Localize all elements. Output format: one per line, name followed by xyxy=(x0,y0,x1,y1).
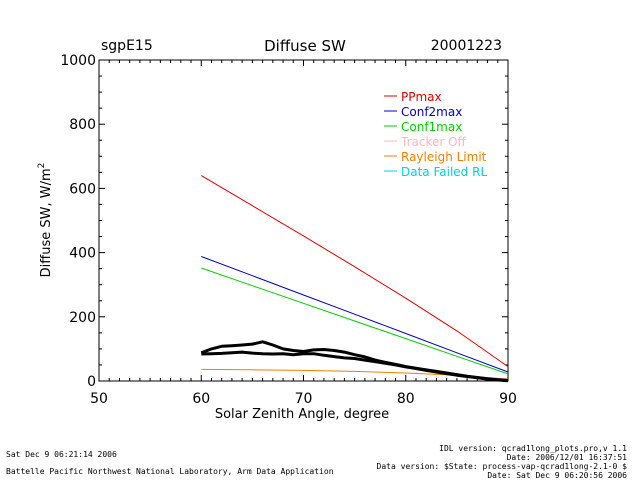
observed-diffuse-line-2 xyxy=(201,350,509,383)
x-tick-label: 50 xyxy=(90,391,108,407)
legend-label-conf2max: Conf2max xyxy=(401,105,462,119)
footer-idl-date: Date: 2006/12/01 16:37:51 xyxy=(506,453,627,462)
axis-ticks: 50 60 70 80 90 0 200 400 600 800 1000 xyxy=(60,53,517,407)
y-tick-label: 600 xyxy=(69,181,96,197)
chart-title: Diffuse SW xyxy=(264,37,346,55)
y-tick-label: 200 xyxy=(69,310,96,326)
series-line-conf1max xyxy=(201,267,509,375)
date-label: 20001223 xyxy=(431,38,502,54)
site-label: sgpE15 xyxy=(101,38,153,54)
x-tick-label: 90 xyxy=(499,391,517,407)
y-tick-label: 400 xyxy=(69,246,96,262)
footer-institution: Battelle Pacific Northwest National Labo… xyxy=(6,467,334,476)
y-tick-label: 800 xyxy=(69,117,96,133)
footer-timestamp: Sat Dec 9 06:21:14 2006 xyxy=(6,450,117,459)
legend-label-ppmax: PPmax xyxy=(401,90,442,104)
y-axis-label-sup: 2 xyxy=(37,163,47,169)
y-tick-label: 0 xyxy=(87,374,96,390)
y-axis-label: Diffuse SW, W/m xyxy=(39,168,54,277)
legend-label-tracker-off: Tracker Off xyxy=(400,135,467,149)
y-axis-label-group: Diffuse SW, W/m2 xyxy=(37,163,54,278)
series-lines xyxy=(201,175,509,380)
x-tick-label: 60 xyxy=(192,391,210,407)
footer-data-date: Date: Sat Dec 9 06:20:56 2006 xyxy=(487,471,627,480)
footer-data-version: Data version: $State: process-vap-qcrad1… xyxy=(376,462,627,471)
x-tick-label: 70 xyxy=(295,391,313,407)
x-axis-label: Solar Zenith Angle, degree xyxy=(215,407,389,422)
observation-lines xyxy=(200,340,509,383)
legend-label-rayleigh-limit: Rayleigh Limit xyxy=(401,150,487,164)
y-tick-label: 1000 xyxy=(60,53,96,69)
x-tick-label: 80 xyxy=(397,391,415,407)
legend-label-data-failed-rl: Data Failed RL xyxy=(401,165,487,179)
legend-label-conf1max: Conf1max xyxy=(401,120,462,134)
series-line-ppmax xyxy=(201,175,509,368)
series-line-conf2max xyxy=(201,256,509,373)
footer-idl-version: IDL version: qcrad1long_plots.pro,v 1.1 xyxy=(439,444,627,453)
